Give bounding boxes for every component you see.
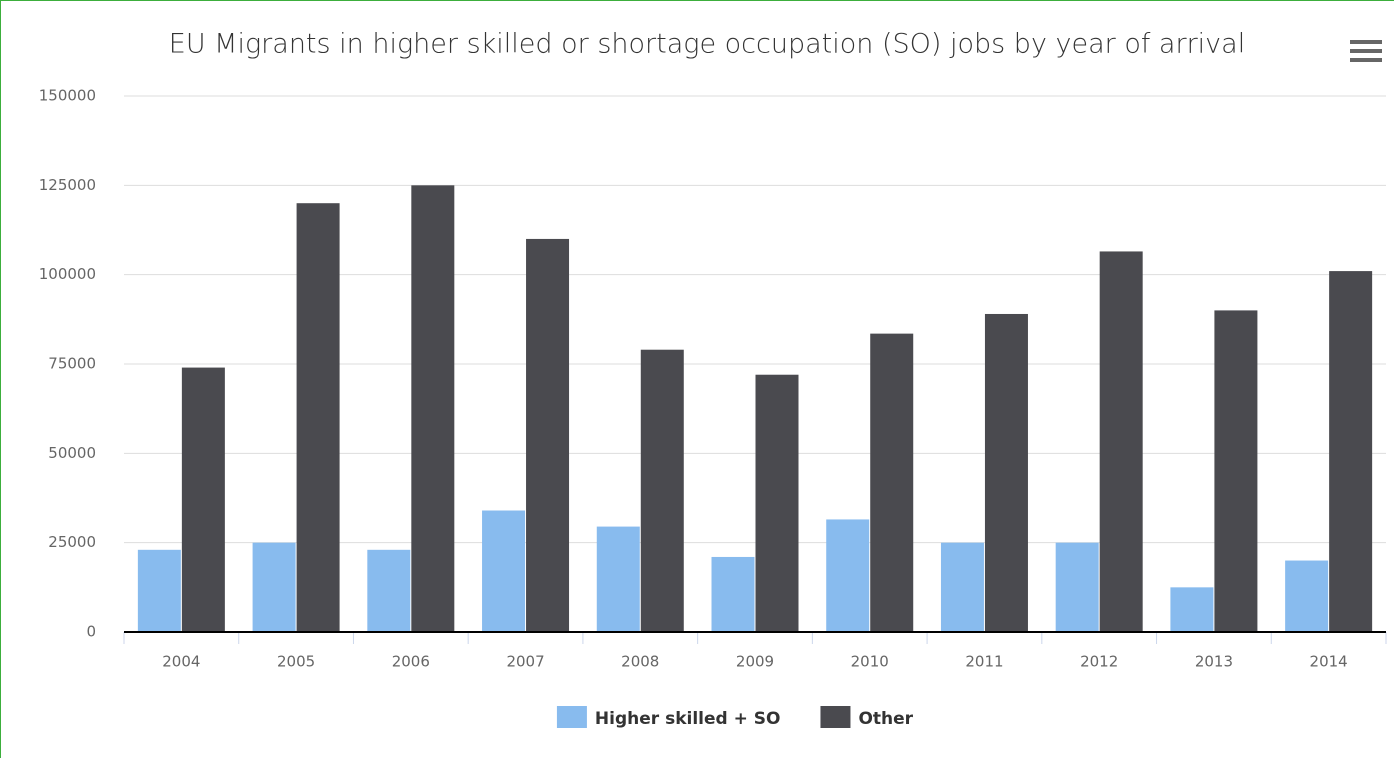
x-tick-label: 2006 [392,653,430,671]
y-tick-label: 0 [86,623,96,641]
legend-swatch [820,706,851,728]
menu-line [1350,49,1382,53]
x-tick-label: 2007 [506,653,544,671]
legend-swatch [556,706,587,728]
bar [755,374,799,632]
menu-line [1350,40,1382,44]
x-tick-label: 2005 [277,653,315,671]
bar [1099,251,1143,632]
legend-label: Other [858,709,913,729]
y-tick-label: 125000 [39,176,96,194]
y-tick-label: 100000 [39,265,96,283]
menu-line [1350,58,1382,62]
x-tick-label: 2004 [162,653,200,671]
x-tick-label: 2011 [965,653,1003,671]
legend-item[interactable]: Other [820,706,914,729]
bar [252,542,296,632]
y-tick-label: 50000 [48,444,96,462]
x-tick-label: 2008 [621,653,659,671]
bar [596,526,640,632]
chart-title: EU Migrants in higher skilled or shortag… [169,29,1245,60]
bar [940,542,984,632]
bar [411,185,455,633]
bar [1214,310,1258,632]
bar [984,313,1028,632]
bar [640,349,684,632]
x-tick-label: 2014 [1310,653,1348,671]
bar [526,238,570,632]
legend-item[interactable]: Higher skilled + SO [556,706,781,729]
x-tick-label: 2012 [1080,653,1118,671]
x-tick-label: 2010 [851,653,889,671]
x-tick-label: 2009 [736,653,774,671]
legend-label: Higher skilled + SO [595,709,781,729]
bar [1055,542,1099,632]
menu-button[interactable] [1350,40,1382,62]
bar [367,549,411,632]
bar [1329,271,1373,632]
bar [1170,587,1214,632]
legend: Higher skilled + SO Other [556,706,914,729]
y-tick-label: 75000 [48,355,96,373]
bar [296,203,340,632]
bar [826,519,870,632]
bar [870,333,914,632]
bar [711,556,755,632]
bar [482,510,526,632]
bar [181,367,225,632]
x-tick-label: 2013 [1195,653,1233,671]
y-tick-label: 25000 [48,533,96,551]
bar [137,549,181,632]
bar [1285,560,1329,632]
y-tick-label: 150000 [39,87,96,105]
